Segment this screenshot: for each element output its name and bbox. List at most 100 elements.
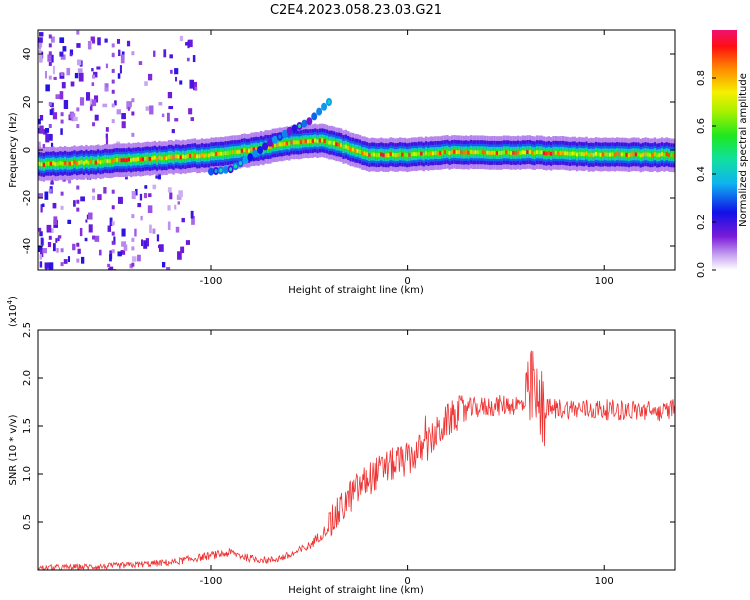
spectrogram-track-core [73, 160, 76, 165]
spectrogram-noise-cell [41, 203, 45, 208]
spectrogram-noise-cell [112, 270, 115, 274]
spectrogram-noise-cell [167, 92, 173, 99]
spectrogram-noise-cell [78, 72, 84, 82]
spectrogram-track-core [585, 151, 588, 156]
spectrogram-track-core [174, 154, 178, 159]
spectrogram-noise-cell [194, 86, 198, 91]
spectrogram-track-core [349, 147, 352, 152]
spectrogram-noise-cell [102, 103, 108, 108]
spectrogram-track-core [101, 159, 105, 164]
spectrogram-panel: -100 0 100 -40 -20 0 20 40 Height of straight l… [8, 29, 676, 296]
spectrogram-track-core [396, 153, 400, 157]
spectrogram-noise-cell [155, 175, 158, 179]
spectrogram-track-core [167, 154, 171, 159]
spectrogram-track-core [212, 152, 215, 157]
spectrogram-track-core [670, 153, 673, 158]
spectrogram-noise-cell [48, 133, 53, 141]
spectrogram-track-core [106, 159, 109, 164]
spectrogram-track-core [578, 151, 581, 156]
spectrogram-noise-cell [191, 215, 195, 225]
spectrogram-noise-cell [117, 196, 123, 204]
spectrogram-noise-cell [76, 258, 80, 263]
spectrogram-noise-cell [131, 214, 135, 219]
spectrogram-track-core [450, 150, 454, 155]
spectrogram-track-core [535, 150, 539, 155]
spectrogram-track-core [332, 141, 336, 146]
spectrogram-noise-cell [152, 184, 157, 190]
spectrogram-track-core [170, 154, 173, 159]
spectrogram-track-core [80, 160, 83, 164]
spectrogram-noise-cell [176, 194, 182, 200]
spectrogram-track-core [406, 153, 409, 158]
spectrogram-noise-cell [79, 97, 85, 106]
spectrogram-noise-cell [76, 185, 80, 190]
spectrogram-track-core [618, 152, 621, 157]
spectrogram-noise-cell [158, 244, 164, 252]
snr-scale-label: (x104) [6, 296, 19, 327]
spectrogram-noise-cell [91, 99, 97, 107]
spectrogram-noise-cell [93, 71, 98, 78]
spectrogram-track-core [479, 150, 482, 155]
spectrogram-noise-cell [38, 39, 43, 48]
spectrogram-noise-cell [174, 118, 179, 122]
spectrogram-noise-cell [111, 205, 115, 210]
spectrogram-noise-cell [147, 73, 153, 81]
spectrogram-noise-cell [80, 196, 85, 202]
spectrogram-secondary-cell [262, 142, 269, 151]
snr-plot-area [38, 350, 675, 570]
spectrogram-track-core [368, 153, 371, 157]
snr-ylabel: SNR (10 * v/v) [8, 414, 19, 485]
spectrogram-secondary-cell [286, 126, 293, 135]
spectrogram-track-core [292, 140, 296, 145]
snr-ytick-label: 0.5 [22, 514, 33, 530]
spectrogram-track-core [641, 152, 645, 157]
spectrogram-track-core [599, 152, 602, 157]
spectrogram-track-core [200, 153, 204, 158]
spectrogram-noise-cell [39, 231, 43, 237]
spectrogram-track-core [210, 152, 213, 157]
spectrogram-track-core [38, 161, 41, 166]
spectrogram-track-core [361, 151, 364, 155]
spectrogram-noise-cell [60, 128, 63, 135]
spectrogram-track-core [137, 157, 140, 161]
spectrogram-track-core [559, 151, 562, 155]
spectrogram-track-core [408, 152, 411, 157]
spectrogram-track-core [502, 150, 506, 155]
spectrogram-noise-cell [88, 224, 93, 233]
spectrogram-track-core [606, 152, 609, 157]
spectrogram-track-core [462, 150, 466, 155]
spectrogram-track-core [297, 140, 300, 145]
spectrogram-noise-cell [50, 142, 54, 150]
spectrogram-track-core [252, 147, 256, 152]
spectrogram-noise-cell [120, 54, 125, 64]
spectrogram-track-core [646, 152, 650, 157]
spectrogram-track-core [148, 156, 152, 161]
spectrogram-noise-cell [111, 249, 115, 254]
spectrogram-noise-cell [105, 83, 109, 88]
spectrogram-noise-cell [116, 109, 121, 115]
spectrogram-noise-cell [44, 128, 50, 133]
spectrogram-track-core [370, 152, 374, 157]
spectrogram-secondary-cell [301, 119, 308, 128]
spectrogram-track-core [443, 150, 447, 155]
spectrogram-track-core [219, 151, 223, 156]
spectrogram-track-core [108, 159, 112, 164]
spectrogram-track-core [231, 150, 234, 155]
spectrogram-noise-cell [52, 243, 56, 252]
spectrogram-track-core [512, 150, 515, 155]
spectrogram-noise-cell [96, 66, 101, 70]
spectrogram-noise-cell [94, 235, 100, 242]
spectrogram-track-core [160, 156, 164, 161]
spectrogram-track-core [146, 156, 149, 161]
spectrogram-track-core [623, 152, 626, 157]
spectrogram-noise-cell [52, 65, 55, 75]
spectrogram-noise-cell [131, 237, 135, 242]
spectrogram-noise-cell [39, 54, 43, 63]
spectrogram-track-core [667, 152, 671, 157]
snr-ytick-label: 2.0 [22, 370, 33, 386]
spectrogram-noise-cell [147, 205, 153, 214]
spectrogram-noise-cell [107, 225, 112, 232]
spectrogram-noise-cell [126, 40, 131, 47]
spectrogram-noise-cell [87, 40, 92, 50]
spectrogram-track-core [181, 154, 185, 159]
